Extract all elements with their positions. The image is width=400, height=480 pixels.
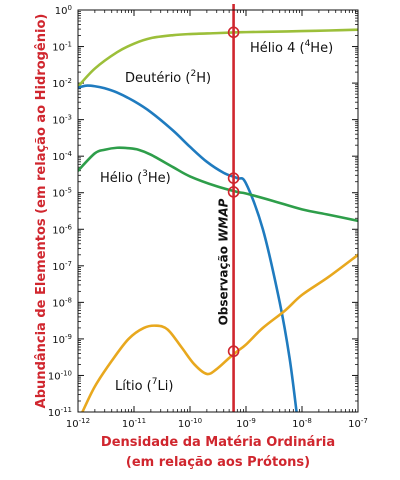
series-line-helio4 (78, 28, 358, 88)
series-line-litio (81, 253, 358, 412)
y-tick-label: 10-1 (52, 41, 72, 54)
y-tick-label: 10-8 (52, 296, 72, 309)
observation-marker-deuterio (227, 172, 240, 184)
plot-frame (77, 9, 359, 413)
y-axis-title: Abundância de Elementos (em relação ao H… (34, 14, 49, 409)
x-tick-label: 10-10 (178, 417, 202, 430)
observation-layer: Observação WMAP (217, 4, 240, 412)
series-label-deuterio: Deutério (2H) (125, 69, 211, 86)
tick-labels: 100 10-1 10-2 10-3 10-4 10-5 10-6 10-7 10-8 10-9 1… (48, 4, 368, 430)
x-tick-label: 10-8 (292, 417, 312, 430)
observation-marker-litio (227, 345, 240, 358)
y-tick-label: 10-10 (48, 369, 72, 382)
observation-marker-helio4 (227, 26, 240, 39)
series-label-litio: Lítio (7Li) (115, 377, 173, 394)
y-tick-label: 10-2 (52, 77, 72, 90)
series-lines (78, 28, 358, 412)
y-tick-label: 10-4 (52, 150, 72, 163)
y-tick-label: 100 (55, 4, 72, 17)
x-tick-label: 10-7 (348, 417, 368, 430)
y-tick-label: 10-11 (48, 406, 72, 419)
x-axis-title-line2: (em relação aos Prótons) (126, 455, 310, 470)
y-tick-label: 10-7 (52, 260, 72, 273)
series-label-helio4: Hélio 4 (4He) (250, 39, 333, 56)
observation-marker-helio3 (227, 186, 240, 198)
series-line-deuterio (78, 84, 298, 412)
observation-label: Observação WMAP (217, 198, 231, 325)
x-tick-label: 10-9 (236, 417, 256, 430)
y-tick-label: 10-3 (52, 114, 72, 127)
y-tick-label: 10-9 (52, 333, 72, 346)
series-line-helio3 (78, 146, 358, 223)
series-labels: Hélio 4 (4He) Deutério (2H) Hélio (3He) Lít… (100, 39, 333, 394)
x-tick-label: 10-12 (66, 417, 90, 430)
x-tick-label: 10-11 (122, 417, 146, 430)
y-tick-label: 10-6 (52, 223, 72, 236)
x-axis-title-line1: Densidade da Matéria Ordinária (101, 435, 335, 450)
series-label-helio3: Hélio (3He) (100, 169, 171, 186)
y-tick-label: 10-5 (52, 187, 72, 200)
